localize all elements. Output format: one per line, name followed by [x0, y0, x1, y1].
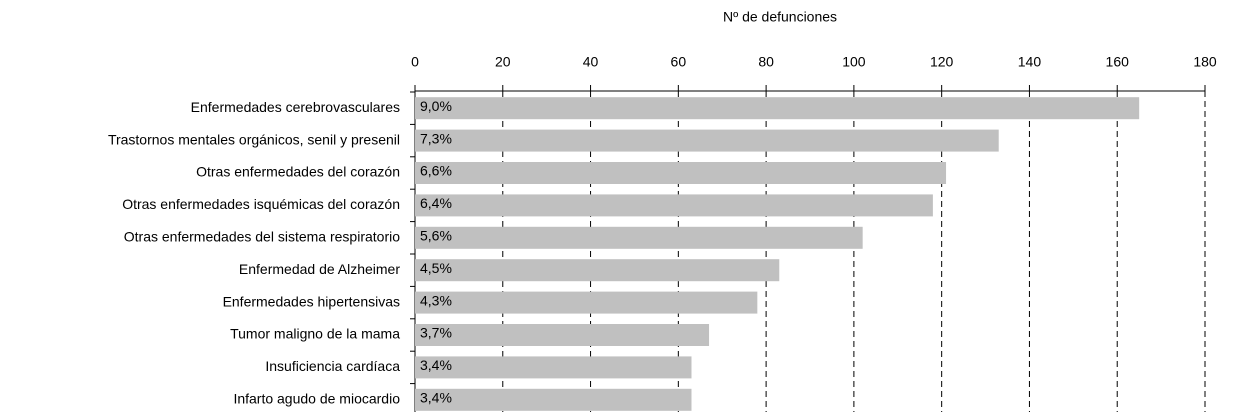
- value-label: 7,3%: [420, 130, 452, 146]
- category-label: Otras enfermedades del sistema respirato…: [124, 229, 400, 245]
- bar: [415, 162, 947, 184]
- value-label: 6,4%: [420, 195, 452, 211]
- bar: [415, 291, 758, 314]
- category-label: Enfermedades cerebrovasculares: [191, 99, 400, 115]
- x-tick-label: 160: [1106, 54, 1130, 70]
- value-label: 6,6%: [420, 163, 452, 179]
- category-label: Infarto agudo de miocardio: [233, 391, 400, 407]
- bar: [415, 259, 780, 282]
- value-label: 3,4%: [420, 390, 452, 406]
- bar: [415, 97, 1140, 120]
- value-label: 9,0%: [420, 98, 452, 114]
- x-tick-label: 100: [842, 54, 866, 70]
- category-label: Otras enfermedades del corazón: [196, 164, 400, 180]
- category-label: Tumor maligno de la mama: [230, 326, 400, 342]
- category-label: Insuficiencia cardíaca: [265, 358, 400, 374]
- bar: [415, 388, 692, 411]
- value-label: 4,3%: [420, 292, 452, 308]
- x-tick-label: 140: [1018, 54, 1042, 70]
- x-tick-label: 180: [1193, 54, 1217, 70]
- x-tick-label: 80: [758, 54, 774, 70]
- axis-title: Nº de defunciones: [723, 9, 837, 25]
- x-tick-label: 40: [583, 54, 599, 70]
- value-label: 4,5%: [420, 260, 452, 276]
- category-label: Trastornos mentales orgánicos, senil y p…: [108, 131, 400, 147]
- x-tick-label: 20: [495, 54, 511, 70]
- value-label: 3,4%: [420, 357, 452, 373]
- bar: [415, 226, 863, 249]
- value-label: 5,6%: [420, 228, 452, 244]
- x-tick-label: 60: [671, 54, 687, 70]
- bar: [415, 324, 710, 346]
- x-tick-label: 0: [411, 54, 419, 70]
- category-label: Otras enfermedades isquémicas del corazó…: [122, 196, 400, 212]
- bar: [415, 194, 933, 217]
- category-label: Enfermedades hipertensivas: [223, 293, 400, 309]
- bar: [415, 129, 999, 152]
- x-tick-label: 120: [930, 54, 954, 70]
- value-label: 3,7%: [420, 325, 452, 341]
- category-label: Enfermedad de Alzheimer: [239, 261, 400, 277]
- bar: [415, 356, 692, 379]
